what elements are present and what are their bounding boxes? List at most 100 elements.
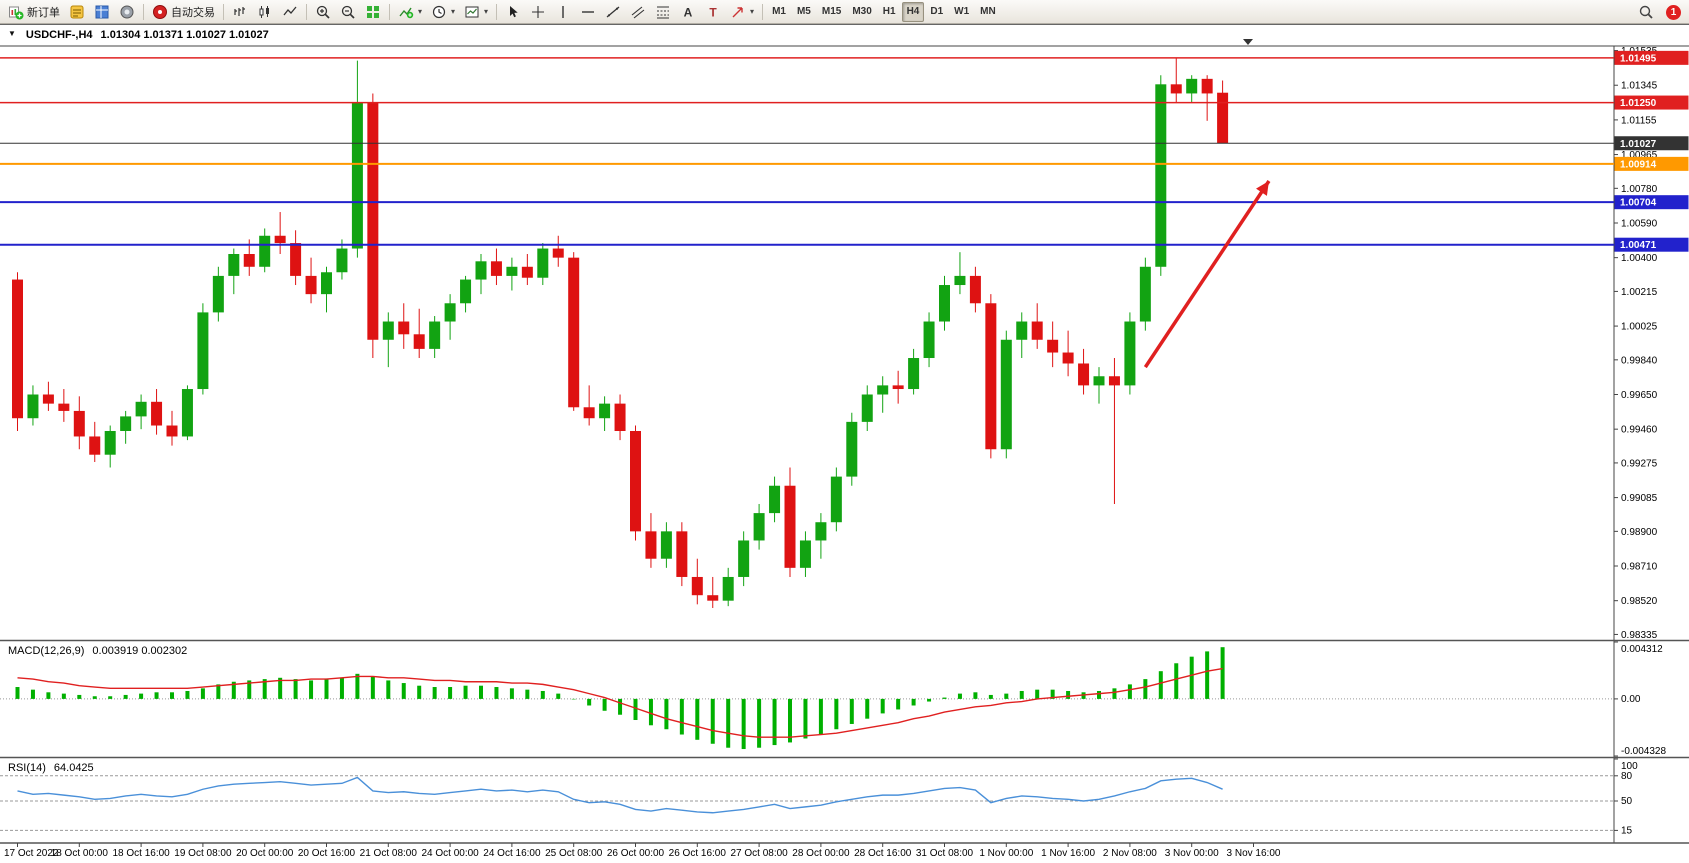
dropdown-caret-icon: ▾ xyxy=(451,7,456,16)
chart-ohlc-values: 1.01304 1.01371 1.01027 1.01027 xyxy=(100,29,269,41)
price-axis-label: 0.98710 xyxy=(1621,562,1658,573)
timeframe-h1-button[interactable]: H1 xyxy=(882,6,896,17)
time-axis-label: 3 Nov 16:00 xyxy=(1227,848,1281,859)
timeframe-m5-button[interactable]: M5 xyxy=(796,6,811,17)
toolbar-separator xyxy=(306,3,307,20)
neworder-icon xyxy=(8,4,24,20)
time-axis-label: 25 Oct 08:00 xyxy=(545,848,603,859)
svg-text:1.00914: 1.00914 xyxy=(1620,159,1657,170)
rsi-line xyxy=(17,776,1223,814)
watch-icon xyxy=(94,4,110,20)
hline-icon xyxy=(580,4,596,20)
dropdown-caret-icon: ▾ xyxy=(484,7,489,16)
timeframe-w1-button[interactable]: W1 xyxy=(954,6,970,17)
arrow-objects-button[interactable]: ▾ xyxy=(726,2,758,22)
periods-button[interactable]: ▾ xyxy=(427,2,459,22)
time-axis-label: 20 Oct 00:00 xyxy=(236,848,294,859)
linechart-icon xyxy=(282,4,298,20)
chart-symbol-period: USDCHF-,H4 xyxy=(25,29,93,41)
dropdown-caret-icon: ▾ xyxy=(418,7,423,16)
svg-text:T: T xyxy=(709,5,717,19)
price-tag-1.00914: 1.00914 xyxy=(1614,156,1689,171)
price-axis-label: 1.00965 xyxy=(1621,150,1658,161)
macd-scale-label: -0.004328 xyxy=(1621,746,1666,757)
zoom-in-button[interactable] xyxy=(311,2,335,22)
main-toolbar: 新订单 自动交易 ▾ ▾ ▾ A T ▾ M1 M5 M15 M30 H1 H4 D1 W1 MN 1 xyxy=(0,0,1689,24)
timeframe-mn-button[interactable]: MN xyxy=(980,6,996,17)
time-axis-label: 24 Oct 16:00 xyxy=(483,848,541,859)
templates-button[interactable]: ▾ xyxy=(460,2,492,22)
line-chart-button[interactable] xyxy=(278,2,302,22)
timeframe-m15-button[interactable]: M15 xyxy=(821,6,842,17)
fibonacci-button[interactable] xyxy=(651,2,675,22)
indicators-button[interactable]: ▾ xyxy=(394,2,426,22)
new-order-label: 新订单 xyxy=(27,6,60,19)
dropdown-caret-icon: ▾ xyxy=(750,7,755,16)
price-tag-1.01027: 1.01027 xyxy=(1614,136,1689,151)
texta-icon: A xyxy=(680,4,696,20)
trend-arrow-annotation[interactable] xyxy=(1143,180,1271,369)
crosshair-icon xyxy=(530,4,546,20)
candle-chart-button[interactable] xyxy=(253,2,277,22)
price-axis-label: 0.98520 xyxy=(1621,596,1658,607)
toolbar-separator xyxy=(496,3,498,20)
tile-windows-button[interactable] xyxy=(361,2,385,22)
autotrading-button[interactable]: 自动交易 xyxy=(148,2,219,22)
vertical-line-button[interactable] xyxy=(551,2,575,22)
zoomin-icon xyxy=(315,4,331,20)
metaeditor-button[interactable] xyxy=(65,2,89,22)
price-axis-label: 1.01155 xyxy=(1621,115,1657,126)
equ-channel-button[interactable] xyxy=(626,2,650,22)
navigator-icon xyxy=(119,4,135,20)
crosshair-button[interactable] xyxy=(526,2,550,22)
arrowtool-icon xyxy=(730,4,746,20)
rsi-scale-label: 80 xyxy=(1621,771,1633,782)
timeframe-m1-button[interactable]: M1 xyxy=(772,6,786,17)
svg-text:A: A xyxy=(684,5,693,19)
horizontal-line-button[interactable] xyxy=(576,2,600,22)
market-watch-button[interactable] xyxy=(90,2,114,22)
timeframe-d1-button[interactable]: D1 xyxy=(930,6,944,17)
time-axis-label: 26 Oct 00:00 xyxy=(607,848,665,859)
price-tag-1.00471: 1.00471 xyxy=(1614,237,1689,252)
fibo-icon xyxy=(655,4,671,20)
time-axis-label: 24 Oct 00:00 xyxy=(421,848,479,859)
clock-icon xyxy=(431,4,447,20)
macd-signal-line xyxy=(17,667,1223,738)
search-icon xyxy=(1638,4,1654,20)
svg-text:1.01027: 1.01027 xyxy=(1620,139,1657,150)
trendline-button[interactable] xyxy=(601,2,625,22)
search-button[interactable] xyxy=(1634,2,1658,22)
cursor-button[interactable] xyxy=(501,2,525,22)
new-order-button[interactable]: 新订单 xyxy=(4,2,64,22)
autotrading-label: 自动交易 xyxy=(171,6,215,19)
chart-frame xyxy=(0,45,1689,844)
zoom-out-button[interactable] xyxy=(336,2,360,22)
price-axis-label: 0.99275 xyxy=(1621,458,1658,469)
notification-badge[interactable]: 1 xyxy=(1666,4,1681,20)
bar-chart-button[interactable] xyxy=(228,2,252,22)
timeframe-m30-button[interactable]: M30 xyxy=(852,6,872,17)
navigator-button[interactable] xyxy=(115,2,139,22)
time-axis-label: 2 Nov 08:00 xyxy=(1103,848,1157,859)
price-axis-label: 0.99460 xyxy=(1621,425,1658,436)
text-button[interactable]: A xyxy=(676,2,700,22)
time-axis-label: 31 Oct 08:00 xyxy=(916,848,974,859)
time-axis-label: 20 Oct 16:00 xyxy=(298,848,356,859)
price-axis: 1.015351.013451.011551.009651.007801.005… xyxy=(1614,46,1658,641)
chart-shift-marker[interactable] xyxy=(1243,39,1253,45)
price-axis-label: 0.98335 xyxy=(1621,630,1658,641)
price-axis-label: 1.00590 xyxy=(1621,218,1658,229)
template-icon xyxy=(464,4,480,20)
toolbar-separator xyxy=(223,3,224,20)
timeframe-h4-button[interactable]: H4 xyxy=(901,1,925,22)
candles-icon xyxy=(257,4,273,20)
text-label-button[interactable]: T xyxy=(701,2,725,22)
price-axis-label: 0.99840 xyxy=(1621,355,1658,366)
collapse-triangle-icon[interactable]: ▼ xyxy=(8,29,16,38)
chart-canvas[interactable]: 1.015351.013451.011551.009651.007801.005… xyxy=(0,25,1689,863)
candlestick-series xyxy=(12,57,1229,608)
time-axis-label: 18 Oct 16:00 xyxy=(112,848,170,859)
